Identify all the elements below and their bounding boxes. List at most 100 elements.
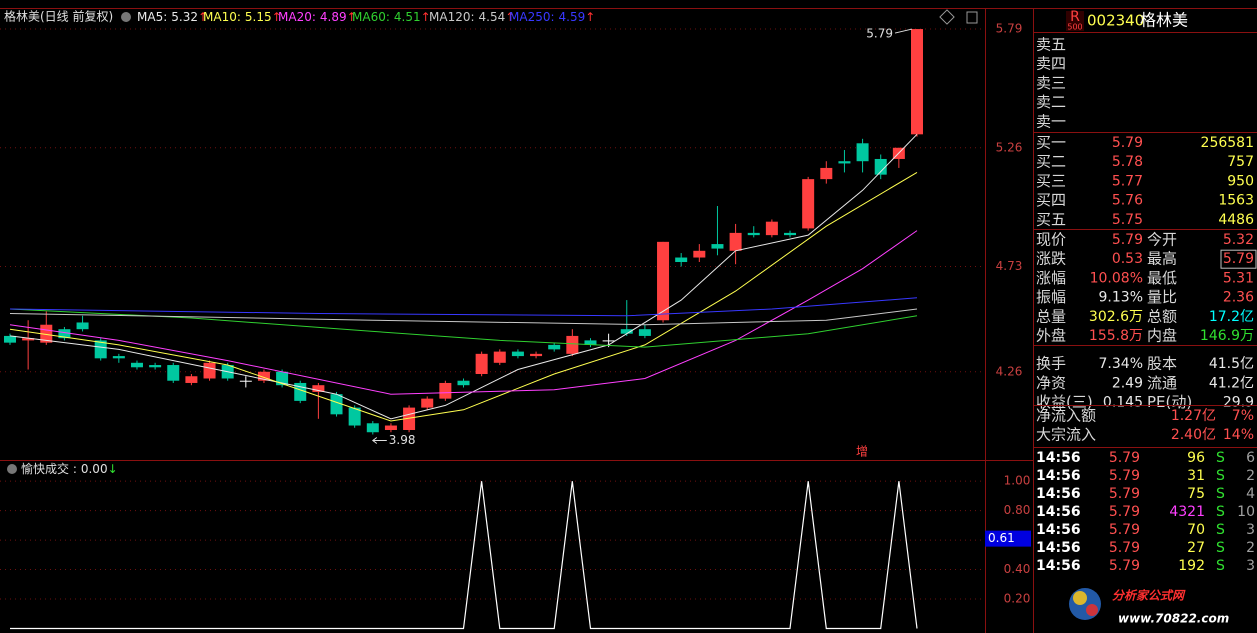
trade-volume: 192: [1178, 558, 1205, 574]
bid-price: 5.77: [1112, 173, 1143, 189]
indicator-arrow: ↓: [108, 462, 118, 476]
candle-body: [348, 407, 361, 426]
stat-label: 量比: [1147, 288, 1177, 306]
stat-value: 0.145: [1103, 395, 1143, 411]
y-tick-label: 5.79: [996, 22, 1023, 36]
bid-volume: 950: [1227, 173, 1254, 189]
watermark-url: www.70822.com: [1118, 612, 1229, 626]
bid-price: 5.75: [1112, 212, 1143, 228]
trade-volume: 96: [1187, 450, 1205, 466]
legend-name: MA20:: [278, 10, 316, 24]
icon-window[interactable]: [966, 11, 978, 24]
stat-value: 302.6万: [1089, 309, 1143, 325]
trade-price: 5.79: [1109, 540, 1140, 556]
candle-body: [584, 340, 597, 345]
cursor-box: [985, 530, 1031, 547]
stat-value: 5.79: [1112, 232, 1143, 248]
ma-line: [9, 297, 918, 317]
legend-arrow: ↑: [421, 10, 431, 24]
legend-value: 4.54: [479, 10, 506, 24]
stat-value: 29.9: [1223, 395, 1254, 411]
indicator-line: [10, 481, 918, 630]
trade-time: 14:56: [1036, 450, 1081, 466]
bid-price: 5.79: [1112, 135, 1143, 151]
y-tick-label: 4.73: [996, 259, 1023, 273]
flow-percent: 14%: [1223, 427, 1254, 443]
candle-body: [638, 329, 651, 336]
annotation-arrow: [894, 28, 913, 34]
trade-count: 2: [1246, 468, 1255, 484]
high-label: 5.79: [866, 27, 893, 41]
stat-label: 现价: [1036, 231, 1066, 249]
low-label: 3.98: [389, 433, 416, 447]
trade-count: 3: [1246, 522, 1255, 538]
menu-icon[interactable]: [121, 12, 131, 22]
legend-value: 4.59: [559, 10, 586, 24]
trade-time: 14:56: [1036, 522, 1081, 538]
stat-label: 净资: [1036, 374, 1066, 392]
trade-side: S: [1216, 450, 1225, 466]
candle-body: [856, 143, 869, 162]
legend-name: MA60:: [352, 10, 390, 24]
candle-body: [784, 232, 797, 236]
stat-value: 5.79: [1223, 251, 1254, 267]
stat-value: 5.31: [1223, 270, 1254, 286]
trade-side: S: [1216, 504, 1225, 520]
trade-count: 4: [1246, 486, 1255, 502]
legend-entry: MA60: 4.51↑: [352, 10, 431, 24]
stock-name: 格林美: [1140, 11, 1188, 30]
trade-count: 6: [1246, 450, 1255, 466]
candle-body: [149, 365, 162, 368]
flow-value: 2.40亿: [1171, 427, 1216, 443]
flow-label: 净流入额: [1036, 407, 1096, 425]
trade-price: 5.79: [1109, 450, 1140, 466]
trade-side: S: [1216, 468, 1225, 484]
candle-body: [838, 161, 851, 164]
bid-price: 5.78: [1112, 154, 1143, 170]
candle-body: [185, 376, 198, 383]
stat-value: 155.8万: [1089, 328, 1143, 344]
stat-label: 流通: [1147, 374, 1177, 392]
stat-value: 5.32: [1223, 232, 1254, 248]
legend-entry: MA20: 4.89↑: [278, 10, 357, 24]
stat-value: 9.13%: [1099, 290, 1143, 306]
y-tick-label: 0.20: [1004, 592, 1031, 606]
trade-time: 14:56: [1036, 558, 1081, 574]
candle-body: [711, 244, 724, 249]
stat-label: 振幅: [1036, 288, 1066, 306]
candle-body: [439, 382, 452, 399]
candle-body: [203, 362, 216, 379]
badge-sub: 500: [1067, 23, 1082, 32]
icon-diamond[interactable]: [939, 9, 955, 25]
stat-value: 2.49: [1112, 375, 1143, 391]
ask-label: 卖二: [1036, 93, 1066, 111]
legend-name: MA250:: [509, 10, 555, 24]
y-tick-label: 1.00: [1004, 474, 1031, 488]
stat-label: PE(动): [1147, 393, 1192, 411]
trade-price: 5.79: [1109, 558, 1140, 574]
legend-arrow: ↑: [585, 10, 595, 24]
candle-body: [820, 167, 833, 180]
trade-volume: 31: [1187, 468, 1205, 484]
legend-name: MA10:: [203, 10, 241, 24]
stat-label: 今开: [1147, 231, 1177, 249]
trade-side: S: [1216, 540, 1225, 556]
menu-icon[interactable]: [7, 464, 17, 474]
stat-label: 内盘: [1147, 327, 1177, 345]
trade-time: 14:56: [1036, 504, 1081, 520]
candle-body: [765, 221, 778, 236]
candle-body: [911, 29, 923, 135]
stat-label: 收益(三): [1036, 393, 1093, 411]
candle-body: [566, 335, 579, 354]
legend-value: 5.15: [245, 10, 272, 24]
trade-side: S: [1216, 486, 1225, 502]
ma-line: [9, 133, 918, 420]
bid-label: 买三: [1036, 172, 1066, 190]
badge-box: [1066, 11, 1084, 31]
candle-body: [112, 356, 125, 359]
legend-entry: MA10: 5.15↑: [203, 10, 282, 24]
ask-label: 卖一: [1036, 112, 1066, 130]
stat-value: 0.53: [1112, 251, 1143, 267]
